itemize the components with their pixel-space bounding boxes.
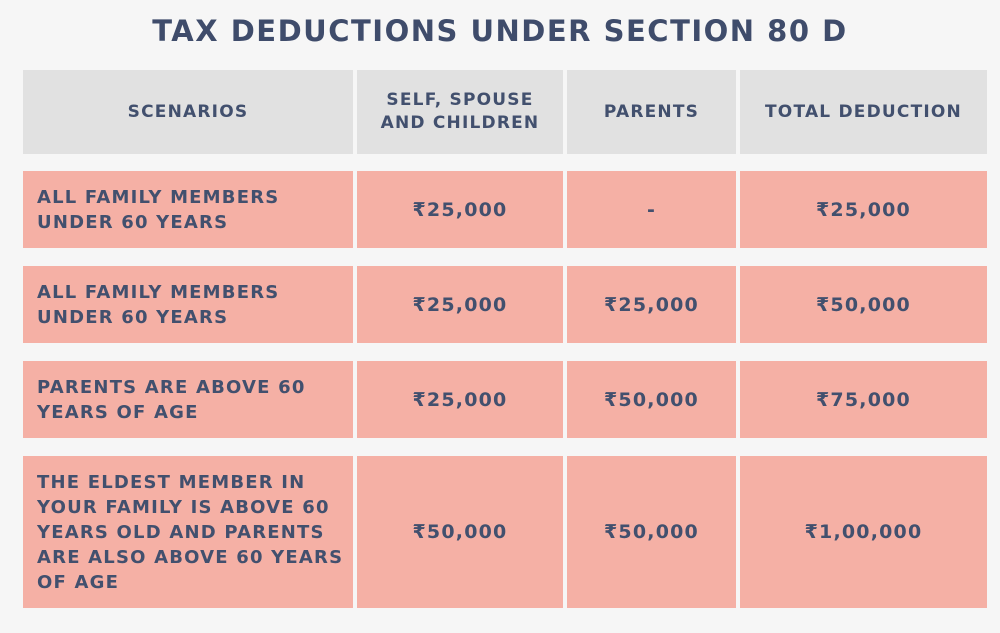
scenario-text: ALL FAMILY MEMBERS UNDER 60 YEARS [37,186,280,233]
page-title: TAX DEDUCTIONS UNDER SECTION 80 D [152,14,848,48]
parents-value: ₹50,000 [604,521,699,543]
self-value: ₹25,000 [412,198,508,221]
table-row-3-scenario: PARENTS ARE ABOVE 60 YEARS OF AGE [23,361,353,438]
table-row-4-total: ₹1,00,000 [740,456,987,608]
header-total-deduction: TOTAL DEDUCTION [740,70,987,154]
table-row-2-scenario: ALL FAMILY MEMBERS UNDER 60 YEARS [23,266,353,343]
table-row-2-self: ₹25,000 [357,266,563,343]
parents-value: ₹50,000 [604,388,699,411]
scenario-text: ALL FAMILY MEMBERS UNDER 60 YEARS [37,281,280,328]
table-row-3-total: ₹75,000 [740,361,987,438]
table-row-3-self: ₹25,000 [357,361,563,438]
total-value: ₹25,000 [816,198,911,221]
table-row-2-total: ₹50,000 [740,266,987,343]
table-row-1-total: ₹25,000 [740,171,987,248]
scenario-text: PARENTS ARE ABOVE 60 YEARS OF AGE [37,376,306,423]
total-value: ₹1,00,000 [804,521,923,543]
parents-value: ₹25,000 [604,293,699,316]
table-row-4-self: ₹50,000 [357,456,563,608]
self-value: ₹50,000 [412,521,508,543]
self-value: ₹25,000 [412,293,508,316]
table-row-1-self: ₹25,000 [357,171,563,248]
table-row-2-parents: ₹25,000 [567,266,736,343]
scenario-text: THE ELDEST MEMBER IN YOUR FAMILY IS ABOV… [37,471,344,593]
parents-value: - [646,198,657,221]
table-row-1-parents: - [567,171,736,248]
header-total-label: TOTAL DEDUCTION [765,101,962,122]
header-scenarios-label: SCENARIOS [127,101,249,122]
table-row-4-parents: ₹50,000 [567,456,736,608]
header-parents-label: PARENTS [603,101,700,122]
header-scenarios: SCENARIOS [23,70,353,154]
header-self-label: SELF, SPOUSE AND CHILDREN [380,90,540,133]
table-row-1-scenario: ALL FAMILY MEMBERS UNDER 60 YEARS [23,171,353,248]
table-row-4-scenario: THE ELDEST MEMBER IN YOUR FAMILY IS ABOV… [23,456,353,608]
self-value: ₹25,000 [412,388,508,411]
total-value: ₹50,000 [816,293,911,316]
header-self-spouse-children: SELF, SPOUSE AND CHILDREN [357,70,563,154]
table-row-3-parents: ₹50,000 [567,361,736,438]
total-value: ₹75,000 [816,388,911,411]
header-parents: PARENTS [567,70,736,154]
